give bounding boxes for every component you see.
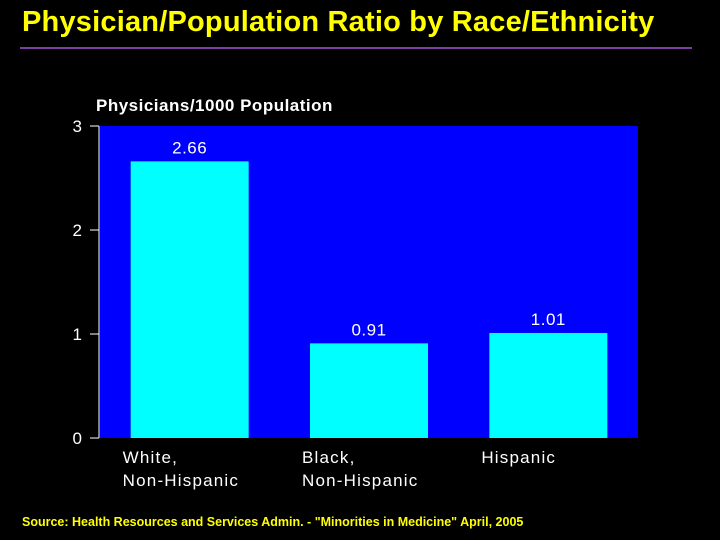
category-label: Black, Non-Hispanic [302,448,418,490]
bars [130,161,608,439]
category-label: White, Non-Hispanic [123,448,239,490]
y-axis-title: Physicians/1000 Population [96,96,333,115]
y-tick-label: 3 [73,117,82,136]
slide-title: Physician/Population Ratio by Race/Ethni… [22,6,655,38]
value-labels: 2.66 0.91 1.01 [172,138,566,339]
bar-value-label: 1.01 [531,310,566,329]
y-tick-label: 1 [73,325,82,344]
bar [130,161,249,439]
bar-value-label: 2.66 [172,138,207,157]
bar [310,343,428,438]
source-note: Source: Health Resources and Services Ad… [22,515,524,529]
category-labels: White, Non-Hispanic Black, Non-Hispanic Hisp… [123,448,556,490]
category-label: Hispanic [481,448,556,467]
y-axis-ticks: 0 1 2 3 [73,117,99,448]
y-tick-label: 2 [73,221,82,240]
bar [489,332,608,438]
bar-value-label: 0.91 [351,320,386,339]
title-divider [20,47,692,49]
y-tick-label: 0 [73,429,82,448]
